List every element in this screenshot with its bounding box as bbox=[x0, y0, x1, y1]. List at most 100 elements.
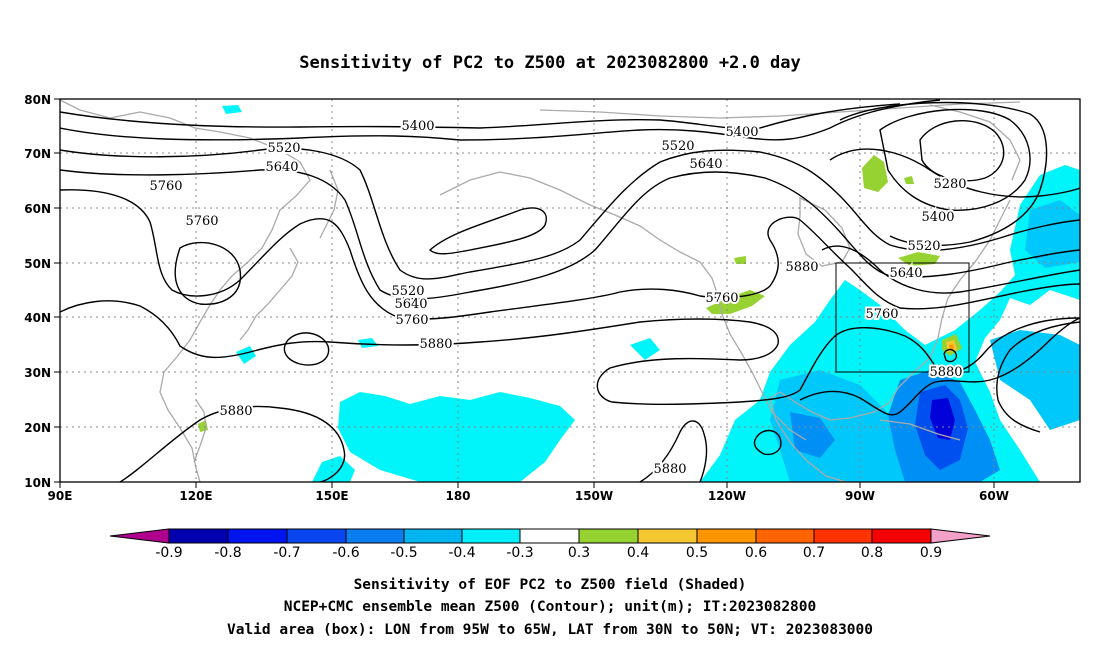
colorbar-segment bbox=[696, 528, 757, 544]
contour-label: 5640 bbox=[689, 157, 722, 172]
contour-label: 5880 bbox=[653, 462, 686, 477]
contour-5880-small-loop-coast bbox=[943, 348, 958, 363]
colorbar-label: 0.3 bbox=[568, 545, 590, 561]
contour-label: 5280 bbox=[933, 177, 966, 192]
coastline-hudson-bay bbox=[797, 196, 851, 267]
lon-label: 180 bbox=[445, 489, 470, 503]
coastline-east-us bbox=[829, 199, 1011, 421]
colorbar-segment bbox=[755, 528, 815, 544]
contour-label: 5760 bbox=[395, 313, 428, 328]
contour-5760-pacific-high bbox=[428, 207, 547, 255]
contour-5280-low bbox=[919, 120, 1005, 182]
colorbar-low-arrow bbox=[109, 528, 170, 544]
lat-label: 50N bbox=[24, 257, 51, 271]
coastline-canada-arctic bbox=[539, 101, 1021, 119]
shading-cyan-pacific-dot bbox=[358, 338, 378, 348]
lon-label: 120W bbox=[708, 489, 746, 503]
colorbar-label: -0.6 bbox=[332, 545, 359, 561]
colorbar-label: 0.5 bbox=[686, 545, 708, 561]
contour-5880-loop-pacific bbox=[283, 332, 330, 366]
colorbar-segment bbox=[813, 528, 873, 544]
coastline-alaska bbox=[439, 171, 807, 441]
colorbar-label: 0.8 bbox=[861, 545, 883, 561]
axis-ticks bbox=[54, 98, 995, 488]
coastline-greenland bbox=[929, 104, 1021, 181]
colorbar-label: -0.8 bbox=[214, 545, 241, 561]
contour-label: 5520 bbox=[907, 239, 940, 254]
contour-label: 5640 bbox=[394, 297, 427, 312]
colorbar: -0.9 -0.8 -0.7 -0.6 -0.5 -0.4 -0.3 0.3 0… bbox=[109, 528, 991, 561]
lat-label: 70N bbox=[24, 147, 51, 161]
shading-cyan-small-east-pacific bbox=[630, 338, 660, 360]
contour-5520-east bbox=[839, 101, 1048, 247]
contour-label: 5760 bbox=[705, 291, 738, 306]
contour-5880-atlantic-lower bbox=[996, 321, 1080, 433]
colorbar-label: -0.3 bbox=[506, 545, 533, 561]
contour-label: 5640 bbox=[889, 266, 922, 281]
lat-label: 60N bbox=[24, 202, 51, 216]
colorbar-segment bbox=[637, 528, 698, 544]
coastline-kamchatka bbox=[319, 169, 339, 239]
coastline-philippines bbox=[193, 399, 207, 463]
coastline-gulf bbox=[769, 391, 847, 482]
contour-label: 5880 bbox=[929, 365, 962, 380]
shading-cyan-pacific-west bbox=[312, 456, 355, 482]
lon-label: 120E bbox=[179, 489, 212, 503]
contour-label: 5400 bbox=[921, 210, 954, 225]
coastline-cuba bbox=[879, 419, 961, 441]
colorbar-segment bbox=[345, 528, 405, 544]
caption-line: NCEP+CMC ensemble mean Z500 (Contour); u… bbox=[284, 599, 817, 615]
colorbar-label: 0.9 bbox=[920, 545, 942, 561]
shading-cyan-small-arctic bbox=[222, 105, 242, 114]
contour-label: 5640 bbox=[265, 160, 298, 175]
contour-5880-loop-small bbox=[753, 429, 782, 456]
contour-5880-loop-tropic bbox=[639, 420, 708, 482]
contour-label: 5520 bbox=[267, 141, 300, 156]
colorbar-label: -0.5 bbox=[390, 545, 417, 561]
colorbar-segment bbox=[871, 528, 932, 544]
caption-line: Valid area (box): LON from 95W to 65W, L… bbox=[227, 622, 873, 638]
contour-5880-west bbox=[60, 300, 1080, 406]
figure-title: Sensitivity of PC2 to Z500 at 2023082800… bbox=[299, 53, 801, 73]
contour-label: 5520 bbox=[391, 284, 424, 299]
caption-line: Sensitivity of EOF PC2 to Z500 field (Sh… bbox=[354, 577, 747, 593]
shading-darkblue-caribbean bbox=[930, 398, 955, 440]
shading-orange-east-coast bbox=[949, 344, 954, 349]
shading-green-canada-north bbox=[862, 155, 888, 192]
shading-cyan-central-pacific bbox=[338, 392, 575, 482]
lon-label: 90E bbox=[48, 489, 73, 503]
valid-area-box bbox=[835, 262, 970, 373]
contour-label: 5400 bbox=[401, 119, 434, 134]
contour-5640-east bbox=[829, 148, 1080, 198]
lat-label: 10N bbox=[24, 476, 51, 490]
contour-label: 5520 bbox=[661, 139, 694, 154]
colorbar-high-arrow bbox=[930, 528, 991, 544]
contour-5760-loop bbox=[174, 241, 242, 305]
contour-label: 5760 bbox=[185, 214, 218, 229]
contour-5520-west bbox=[60, 147, 1080, 280]
colorbar-label: -0.4 bbox=[448, 545, 475, 561]
lon-label: 150W bbox=[575, 489, 613, 503]
latitude-labels: 80N 70N 60N 50N 40N 30N 20N 10N bbox=[24, 93, 51, 490]
contour-5640-west bbox=[60, 169, 1080, 300]
contour-5760-east bbox=[821, 245, 1080, 294]
lon-label: 150E bbox=[315, 489, 348, 503]
contour-label: 5880 bbox=[419, 337, 452, 352]
coastline-japan bbox=[239, 247, 299, 341]
colorbar-segment bbox=[519, 528, 580, 544]
map-panel: 5400 5520 5640 5760 5760 5520 5640 5760 … bbox=[60, 99, 1080, 482]
map-frame bbox=[59, 98, 1081, 483]
shading-lightblue-atlantic bbox=[770, 200, 1080, 482]
lon-label: 60W bbox=[979, 489, 1009, 503]
colorbar-label: -0.7 bbox=[273, 545, 300, 561]
colorbar-label: 0.6 bbox=[745, 545, 767, 561]
lat-label: 30N bbox=[24, 366, 51, 380]
contour-5880-atlantic bbox=[799, 317, 1080, 416]
lon-label: 90W bbox=[845, 489, 875, 503]
colorbar-segment bbox=[168, 528, 229, 544]
colorbar-label: -0.9 bbox=[155, 545, 182, 561]
contour-label: 5880 bbox=[785, 260, 818, 275]
figure-caption: Sensitivity of EOF PC2 to Z500 field (Sh… bbox=[227, 577, 873, 638]
contour-label: 5880 bbox=[219, 404, 252, 419]
